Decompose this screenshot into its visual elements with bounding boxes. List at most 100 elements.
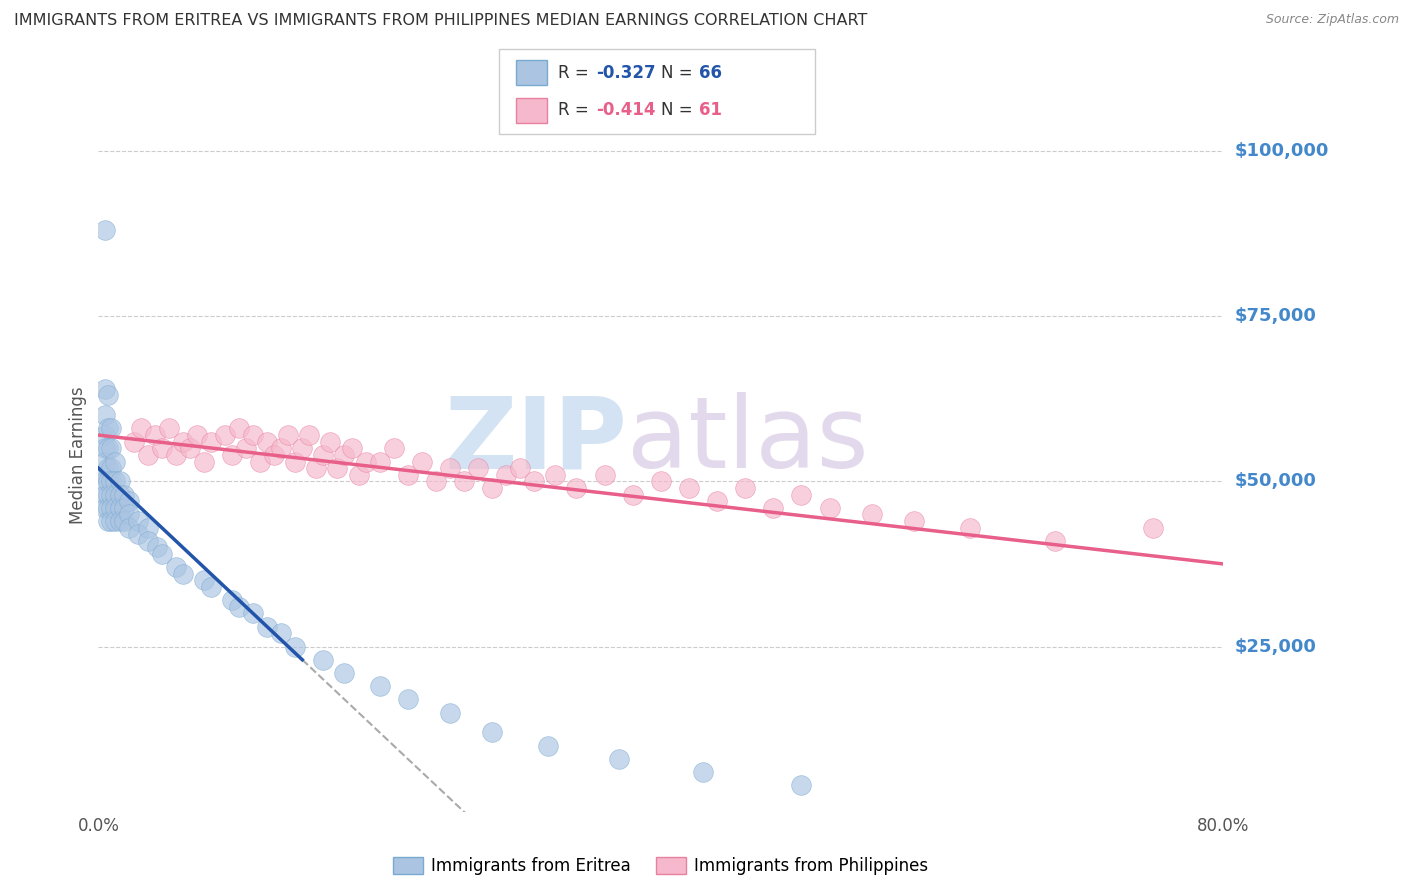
Point <box>284 454 307 468</box>
Point <box>94 442 117 456</box>
Point <box>762 500 785 515</box>
Point <box>565 481 588 495</box>
Point <box>340 442 363 456</box>
Point <box>146 541 169 555</box>
Point <box>333 448 356 462</box>
Point <box>97 514 120 528</box>
Point <box>1043 533 1066 548</box>
Text: ZIP: ZIP <box>444 392 627 489</box>
Text: $100,000: $100,000 <box>1234 142 1329 160</box>
Point <box>157 421 180 435</box>
Text: R =: R = <box>558 101 595 119</box>
Point <box>94 409 117 423</box>
Text: $25,000: $25,000 <box>1234 638 1316 656</box>
Point <box>256 434 278 449</box>
Point <box>621 487 644 501</box>
Point <box>97 421 120 435</box>
Point <box>94 475 117 489</box>
Point <box>368 454 391 468</box>
Point <box>818 500 841 515</box>
Point <box>790 487 813 501</box>
Point <box>100 461 122 475</box>
Point <box>305 461 328 475</box>
Point <box>150 442 173 456</box>
Point <box>94 428 117 442</box>
Point <box>860 508 883 522</box>
Point <box>959 520 981 534</box>
Point <box>172 566 194 581</box>
Point <box>97 500 120 515</box>
Point <box>396 692 419 706</box>
Point <box>734 481 756 495</box>
Point <box>100 442 122 456</box>
Point <box>129 421 152 435</box>
Point <box>118 520 141 534</box>
Text: 61: 61 <box>699 101 721 119</box>
Point <box>650 475 672 489</box>
Point <box>228 421 250 435</box>
Point <box>100 475 122 489</box>
Point <box>193 574 215 588</box>
Point <box>368 679 391 693</box>
Point <box>100 500 122 515</box>
Point <box>97 487 120 501</box>
Point <box>127 527 149 541</box>
Legend: Immigrants from Eritrea, Immigrants from Philippines: Immigrants from Eritrea, Immigrants from… <box>387 850 935 882</box>
Point <box>347 467 370 482</box>
Point <box>903 514 925 528</box>
Point <box>298 428 321 442</box>
Point <box>270 442 292 456</box>
Point <box>94 223 117 237</box>
Point <box>1142 520 1164 534</box>
Point <box>326 461 349 475</box>
Point <box>112 514 135 528</box>
Point <box>481 725 503 739</box>
Point <box>312 653 335 667</box>
Point <box>104 487 127 501</box>
Point <box>291 442 314 456</box>
Point <box>319 434 342 449</box>
Point <box>706 494 728 508</box>
Point <box>509 461 531 475</box>
Point <box>97 388 120 402</box>
Point <box>150 547 173 561</box>
Point <box>143 428 166 442</box>
Point <box>692 765 714 780</box>
Point <box>425 475 447 489</box>
Text: $75,000: $75,000 <box>1234 307 1316 326</box>
Point <box>481 481 503 495</box>
Point <box>411 454 433 468</box>
Point <box>108 514 131 528</box>
Point <box>467 461 489 475</box>
Point <box>221 448 243 462</box>
Point <box>94 467 117 482</box>
Point <box>523 475 546 489</box>
Point <box>112 487 135 501</box>
Point <box>544 467 567 482</box>
Point <box>249 454 271 468</box>
Point <box>228 599 250 614</box>
Point <box>256 620 278 634</box>
Text: R =: R = <box>558 64 595 82</box>
Point <box>97 475 120 489</box>
Point <box>790 778 813 792</box>
Text: Source: ZipAtlas.com: Source: ZipAtlas.com <box>1265 13 1399 27</box>
Point <box>607 752 630 766</box>
Point <box>94 454 117 468</box>
Point <box>136 520 159 534</box>
Point <box>136 448 159 462</box>
Point <box>136 533 159 548</box>
Point <box>593 467 616 482</box>
Point <box>100 514 122 528</box>
Point <box>200 434 222 449</box>
Point <box>100 487 122 501</box>
Point <box>193 454 215 468</box>
Text: -0.414: -0.414 <box>596 101 655 119</box>
Point <box>221 593 243 607</box>
Point <box>439 706 461 720</box>
Text: atlas: atlas <box>627 392 869 489</box>
Point <box>94 500 117 515</box>
Point <box>354 454 377 468</box>
Text: N =: N = <box>661 64 697 82</box>
Point <box>242 607 264 621</box>
